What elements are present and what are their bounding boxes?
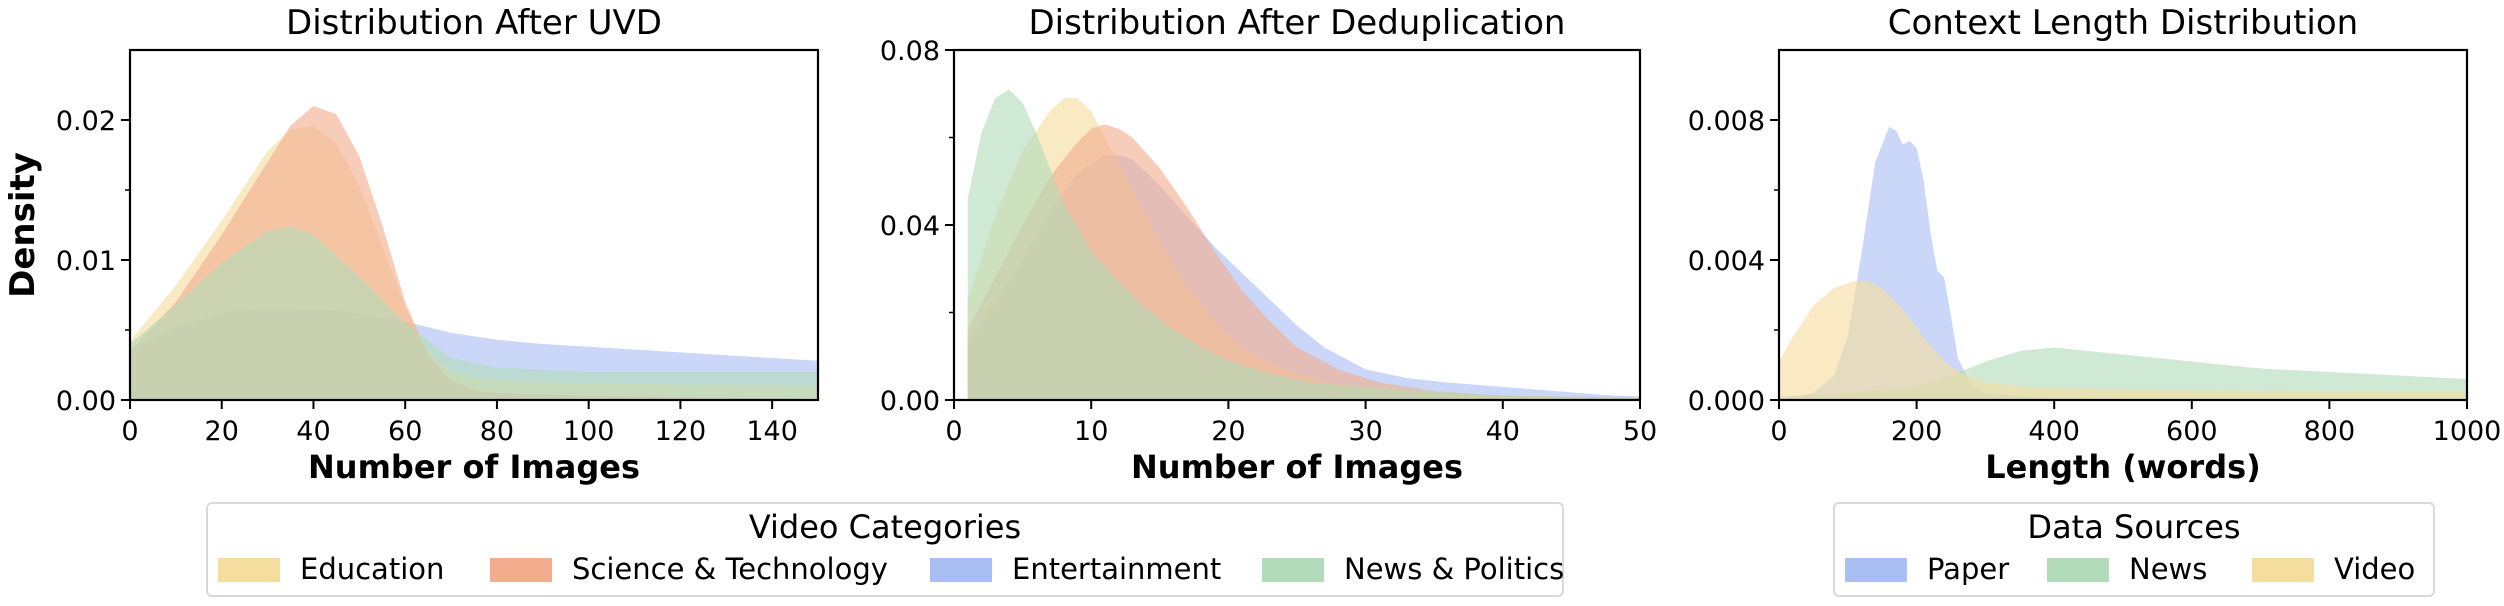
area-news-politics bbox=[130, 226, 818, 400]
plot-frame bbox=[1777, 48, 2469, 402]
chart-title: Distribution After Deduplication bbox=[1029, 3, 1566, 43]
legend-swatch bbox=[1845, 558, 1907, 582]
x-tick-label: 200 bbox=[1891, 416, 1943, 447]
x-tick-label: 60 bbox=[388, 416, 422, 447]
x-tick-label: 50 bbox=[1623, 416, 1657, 447]
legend-data-sources: Data Sources Paper News Video bbox=[1833, 502, 2435, 597]
x-tick-label: 30 bbox=[1348, 416, 1382, 447]
y-tick-label: 0.02 bbox=[56, 106, 116, 137]
x-tick-label: 10 bbox=[1074, 416, 1108, 447]
y-tick-label: 0.000 bbox=[1688, 386, 1765, 417]
x-tick-label: 120 bbox=[655, 416, 707, 447]
x-tick-label: 1000 bbox=[2433, 416, 2502, 447]
x-tick-label: 0 bbox=[1770, 416, 1787, 447]
legend-swatch bbox=[218, 558, 280, 582]
legend-swatch bbox=[2252, 558, 2314, 582]
x-axis-label: Number of Images bbox=[1131, 448, 1463, 486]
chart-context-length-distribution: 0 200 400 600 800 1000 0.000 0.004 0.008 Context … bbox=[1688, 3, 2502, 486]
x-tick-label: 20 bbox=[205, 416, 239, 447]
areas bbox=[967, 89, 1640, 400]
x-tick-label: 0 bbox=[121, 416, 138, 447]
legend-title: Data Sources bbox=[2027, 508, 2241, 546]
x-tick-label: 0 bbox=[945, 416, 962, 447]
legend-swatch bbox=[1262, 558, 1324, 582]
y-tick-label: 0.004 bbox=[1688, 246, 1765, 277]
legend-label: Education bbox=[300, 552, 445, 586]
y-tick-label: 0.008 bbox=[1688, 106, 1765, 137]
legend-label: Science & Technology bbox=[572, 552, 888, 586]
y-tick-label: 0.01 bbox=[56, 246, 116, 277]
areas bbox=[130, 106, 818, 400]
x-tick-label: 40 bbox=[296, 416, 330, 447]
y-tick-label: 0.00 bbox=[56, 386, 116, 417]
x-axis-label: Length (words) bbox=[1985, 448, 2261, 486]
legend-swatch bbox=[930, 558, 992, 582]
x-tick-label: 100 bbox=[563, 416, 615, 447]
x-tick-label: 400 bbox=[2028, 416, 2080, 447]
legend-items: Paper News Video bbox=[1835, 550, 2433, 590]
x-tick-label: 800 bbox=[2304, 416, 2356, 447]
x-tick-label: 600 bbox=[2166, 416, 2218, 447]
legend-label: News bbox=[2129, 552, 2208, 586]
x-tick-label: 140 bbox=[746, 416, 798, 447]
legend-label: Entertainment bbox=[1012, 552, 1222, 586]
y-tick-label: 0.00 bbox=[880, 386, 940, 417]
area-news-politics bbox=[967, 89, 1640, 400]
x-tick-label: 20 bbox=[1211, 416, 1245, 447]
legend-swatch bbox=[490, 558, 552, 582]
chart-distribution-after-deduplication: 0 10 20 30 40 50 0.00 0.04 0.08 Distribution Afte… bbox=[880, 3, 1657, 486]
legend-title: Video Categories bbox=[748, 508, 1022, 546]
legend-label: News & Politics bbox=[1344, 552, 1565, 586]
areas bbox=[1779, 127, 2467, 400]
chart-title: Context Length Distribution bbox=[1888, 3, 2358, 43]
legend-video-categories: Video Categories Education Science & Tec… bbox=[206, 502, 1564, 597]
y-tick-label: 0.08 bbox=[880, 36, 940, 67]
legend-swatch bbox=[2047, 558, 2109, 582]
y-axis-label: Density bbox=[3, 152, 43, 298]
y-tick-label: 0.04 bbox=[880, 211, 940, 242]
legend-label: Video bbox=[2334, 552, 2416, 586]
legend-items: Education Science & Technology Entertain… bbox=[208, 550, 1565, 590]
area-paper bbox=[1779, 127, 2467, 400]
area-video bbox=[1779, 281, 2467, 400]
x-tick-label: 40 bbox=[1486, 416, 1520, 447]
x-axis-label: Number of Images bbox=[308, 448, 640, 486]
chart-title: Distribution After UVD bbox=[286, 3, 662, 43]
x-tick-label: 80 bbox=[480, 416, 514, 447]
legend-label: Paper bbox=[1927, 552, 2010, 586]
plot-frame bbox=[128, 48, 820, 402]
chart-distribution-after-uvd: 0 20 40 60 80 100 120 140 0.00 0.01 0.02 Distributi… bbox=[3, 3, 820, 486]
